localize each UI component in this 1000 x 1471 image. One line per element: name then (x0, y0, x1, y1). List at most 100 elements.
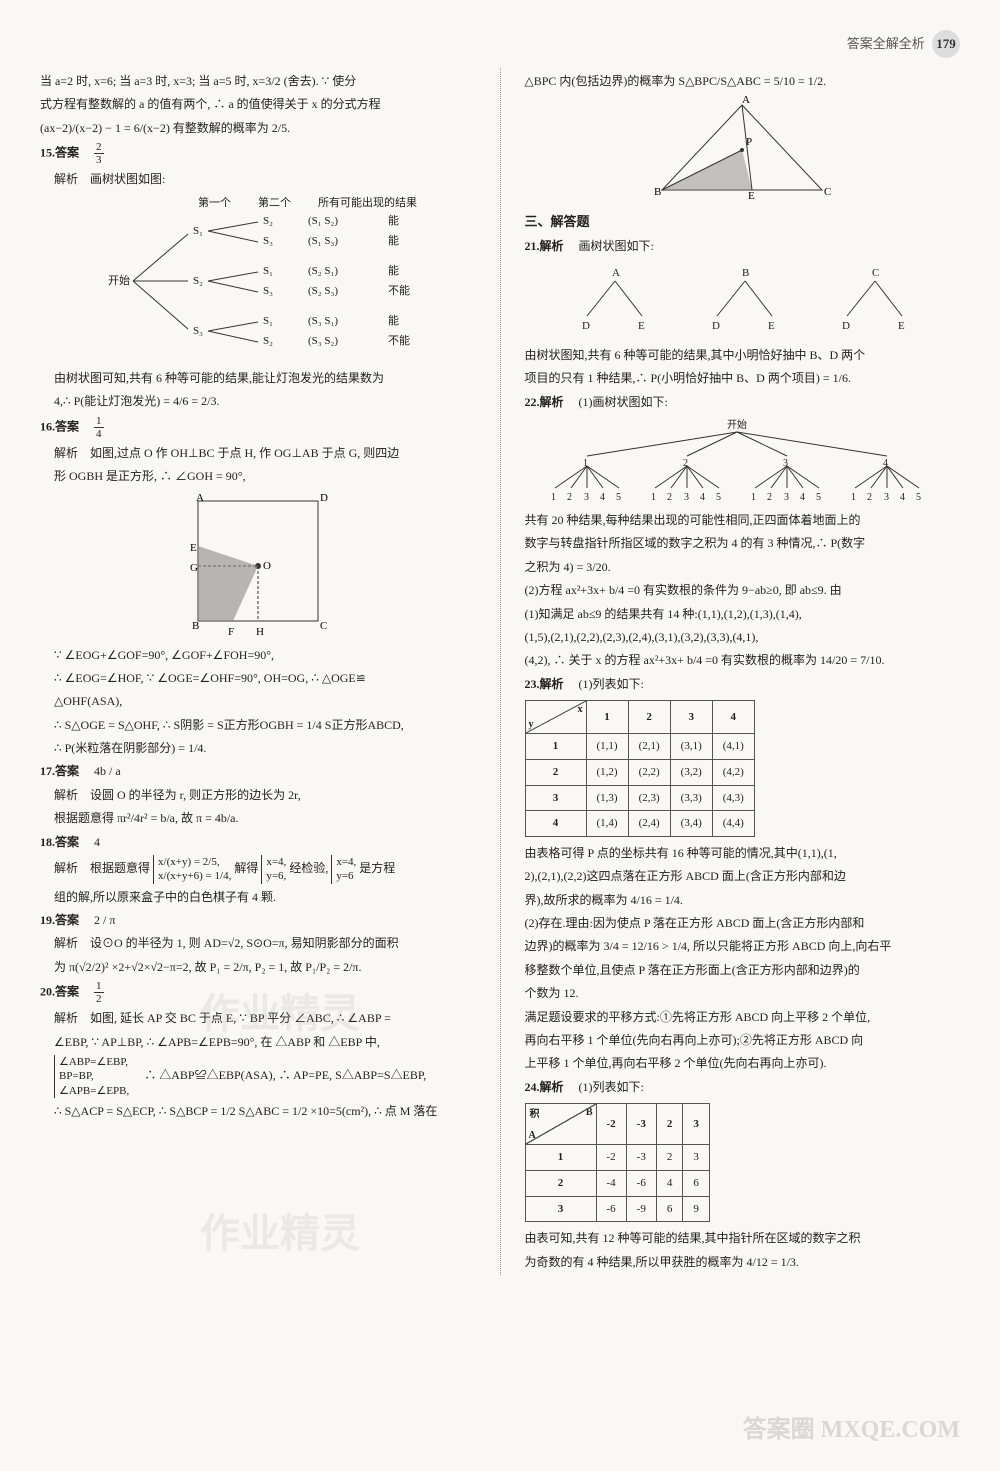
svg-text:5: 5 (916, 492, 921, 503)
q16-line: ∴ S△OGE = S△OHF, ∴ S阴影 = S正方形OGBH = 1/4 … (40, 715, 476, 735)
svg-text:4: 4 (900, 492, 905, 503)
svg-text:A: A (612, 267, 620, 279)
svg-text:S₃: S₃ (263, 235, 273, 247)
svg-text:S₃: S₃ (193, 325, 203, 337)
q18-answer: 18.答案 4 (40, 832, 476, 852)
svg-text:S₁: S₁ (263, 265, 273, 277)
q15-concl: 4,∴ P(能让灯泡发光) = 4/6 = 2/3. (40, 391, 476, 411)
q21-tree: ABC DE DE DE (542, 261, 942, 341)
right-column: △BPC 内(包括边界)的概率为 S△BPC/S△ABC = 5/10 = 1/… (525, 68, 961, 1275)
q17-answer: 17.答案 4b / a (40, 761, 476, 781)
svg-text:2: 2 (767, 492, 772, 503)
q19-jiexi: 为 π(√2/2)² ×2+√2×√2−π=2, 故 P₁ = 2/π, P₂ … (40, 957, 476, 977)
q23-line: 由表格可得 P 点的坐标共有 16 种等可能的情况,其中(1,1),(1, (525, 843, 961, 863)
svg-text:5: 5 (616, 492, 621, 503)
svg-text:S₂: S₂ (263, 215, 273, 227)
q20-jiexi: 解析 如图, 延长 AP 交 BC 于点 E, ∵ BP 平分 ∠ABC, ∴ … (40, 1008, 476, 1028)
q17-ans-val: 4b / a (94, 764, 121, 778)
q23-part2: 再向右平移 1 个单位(先向右再向上亦可);②先将正方形 ABCD 向 (525, 1030, 961, 1050)
page-header: 答案全解全析 179 (40, 30, 960, 58)
q16-answer: 16.答案 14 (40, 415, 476, 440)
svg-text:1: 1 (751, 492, 756, 503)
svg-text:(S₂ S₃): (S₂ S₃) (308, 285, 338, 297)
q21-concl: 由树状图知,共有 6 种等可能的结果,其中小明恰好抽中 B、D 两个 (525, 345, 961, 365)
svg-text:E: E (638, 320, 645, 332)
svg-text:B: B (742, 267, 749, 279)
svg-text:F: F (228, 626, 234, 638)
q22-line: 之积为 4) = 3/20. (525, 557, 961, 577)
svg-text:3: 3 (584, 492, 589, 503)
answer-label: 15.答案 (40, 146, 79, 160)
svg-text:5: 5 (816, 492, 821, 503)
svg-text:(S₁ S₃): (S₁ S₃) (308, 235, 338, 247)
svg-text:S₂: S₂ (193, 275, 203, 287)
svg-text:G: G (190, 562, 198, 574)
q23-part2: 个数为 12. (525, 983, 961, 1003)
q23-part2: (2)存在.理由:因为使点 P 落在正方形 ABCD 面上(含正方形内部和 (525, 913, 961, 933)
svg-text:1: 1 (551, 492, 556, 503)
answer-label: 20.答案 (40, 985, 79, 999)
q20-answer: 20.答案 12 (40, 980, 476, 1005)
svg-text:B: B (654, 186, 661, 198)
svg-text:2: 2 (567, 492, 572, 503)
q22-part2: (2)方程 ax²+3x+ b/4 =0 有实数根的条件为 9−ab≥0, 即 … (525, 580, 961, 600)
q20-cases: ∠ABP=∠EBP, BP=BP, ∠APB=∠EPB, ∴ △ABP≌△EBP… (40, 1055, 476, 1098)
svg-text:能: 能 (388, 233, 399, 247)
column-divider (500, 68, 501, 1275)
svg-text:3: 3 (784, 492, 789, 503)
left-column: 当 a=2 时, x=6; 当 a=3 时, x=3; 当 a=5 时, x=3… (40, 68, 476, 1275)
q16-line: ∴ ∠EOG=∠HOF, ∵ ∠OGE=∠OHF=90°, OH=OG, ∴ △… (40, 668, 476, 688)
svg-text:E: E (748, 190, 755, 202)
svg-text:C: C (872, 267, 879, 279)
svg-text:S₂: S₂ (263, 335, 273, 347)
q15-concl: 由树状图可知,共有 6 种等可能的结果,能让灯泡发光的结果数为 (40, 368, 476, 388)
q18-jiexi: 解析 根据题意得 x/(x+y) = 2/5, x/(x+y+6) = 1/4,… (40, 855, 476, 884)
fraction: 14 (94, 415, 104, 440)
svg-text:E: E (768, 320, 775, 332)
fraction: 23 (94, 141, 104, 166)
svg-text:能: 能 (388, 313, 399, 327)
q16-line: ∵ ∠EOG+∠GOF=90°, ∠GOF+∠FOH=90°, (40, 645, 476, 665)
svg-text:开始: 开始 (727, 418, 747, 431)
svg-text:能: 能 (388, 213, 399, 227)
q22-part2: (1)知满足 ab≤9 的结果共有 14 种:(1,1),(1,2),(1,3)… (525, 604, 961, 624)
answer-label: 17.答案 (40, 764, 79, 778)
svg-text:能: 能 (388, 263, 399, 277)
q23-table: xy 1234 1(1,1)(2,1)(3,1)(4,1) 2(1,2)(2,2… (525, 700, 755, 837)
q23-part2: 满足题设要求的平移方式:①先将正方形 ABCD 向上平移 2 个单位, (525, 1007, 961, 1027)
svg-text:1: 1 (851, 492, 856, 503)
q22-line: 共有 20 种结果,每种结果出现的可能性相同,正四面体着地面上的 (525, 510, 961, 530)
q21-header: 21.解析 画树状图如下: (525, 236, 961, 256)
q16-line: ∴ P(米粒落在阴影部分) = 1/4. (40, 738, 476, 758)
svg-text:D: D (712, 320, 720, 332)
fraction: 12 (94, 980, 104, 1005)
q19-ans-val: 2 / π (94, 913, 115, 927)
answer-label: 19.答案 (40, 913, 79, 927)
svg-text:不能: 不能 (388, 333, 410, 347)
q20-jiexi: ∠EBP, ∵ AP⊥BP, ∴ ∠APB=∠EPB=90°, 在 △ABP 和… (40, 1032, 476, 1052)
svg-text:B: B (192, 620, 199, 632)
svg-text:2: 2 (667, 492, 672, 503)
q20-cont: △BPC 内(包括边界)的概率为 S△BPC/S△ABC = 5/10 = 1/… (525, 71, 961, 91)
answer-label: 18.答案 (40, 835, 79, 849)
page-number: 179 (932, 30, 960, 58)
q24-line: 为奇数的有 4 种结果,所以甲获胜的概率为 4/12 = 1/3. (525, 1252, 961, 1272)
svg-text:开始: 开始 (108, 273, 130, 287)
q24-table: 积 B A -2-323 1-2-323 2-4-646 3-6-969 (525, 1103, 710, 1222)
svg-text:C: C (824, 186, 831, 198)
q15-answer: 15.答案 23 (40, 141, 476, 166)
q18-ans-val: 4 (94, 835, 100, 849)
header-title: 答案全解全析 (847, 36, 925, 51)
svg-text:第二个: 第二个 (258, 195, 291, 209)
intro-line: 当 a=2 时, x=6; 当 a=3 时, x=3; 当 a=5 时, x=3… (40, 71, 476, 91)
q24-header: 24.解析 (1)列表如下: (525, 1077, 961, 1097)
q18-concl: 组的解,所以原来盒子中的白色棋子有 4 颗. (40, 887, 476, 907)
q19-answer: 19.答案 2 / π (40, 910, 476, 930)
q17-jiexi: 解析 设圆 O 的半径为 r, 则正方形的边长为 2r, (40, 785, 476, 805)
svg-text:E: E (190, 542, 197, 554)
q23-header: 23.解析 (1)列表如下: (525, 674, 961, 694)
svg-text:(S₃ S₂): (S₃ S₂) (308, 335, 338, 347)
svg-text:(S₁ S₂): (S₁ S₂) (308, 215, 338, 227)
svg-text:3: 3 (884, 492, 889, 503)
svg-text:第一个: 第一个 (198, 195, 231, 209)
